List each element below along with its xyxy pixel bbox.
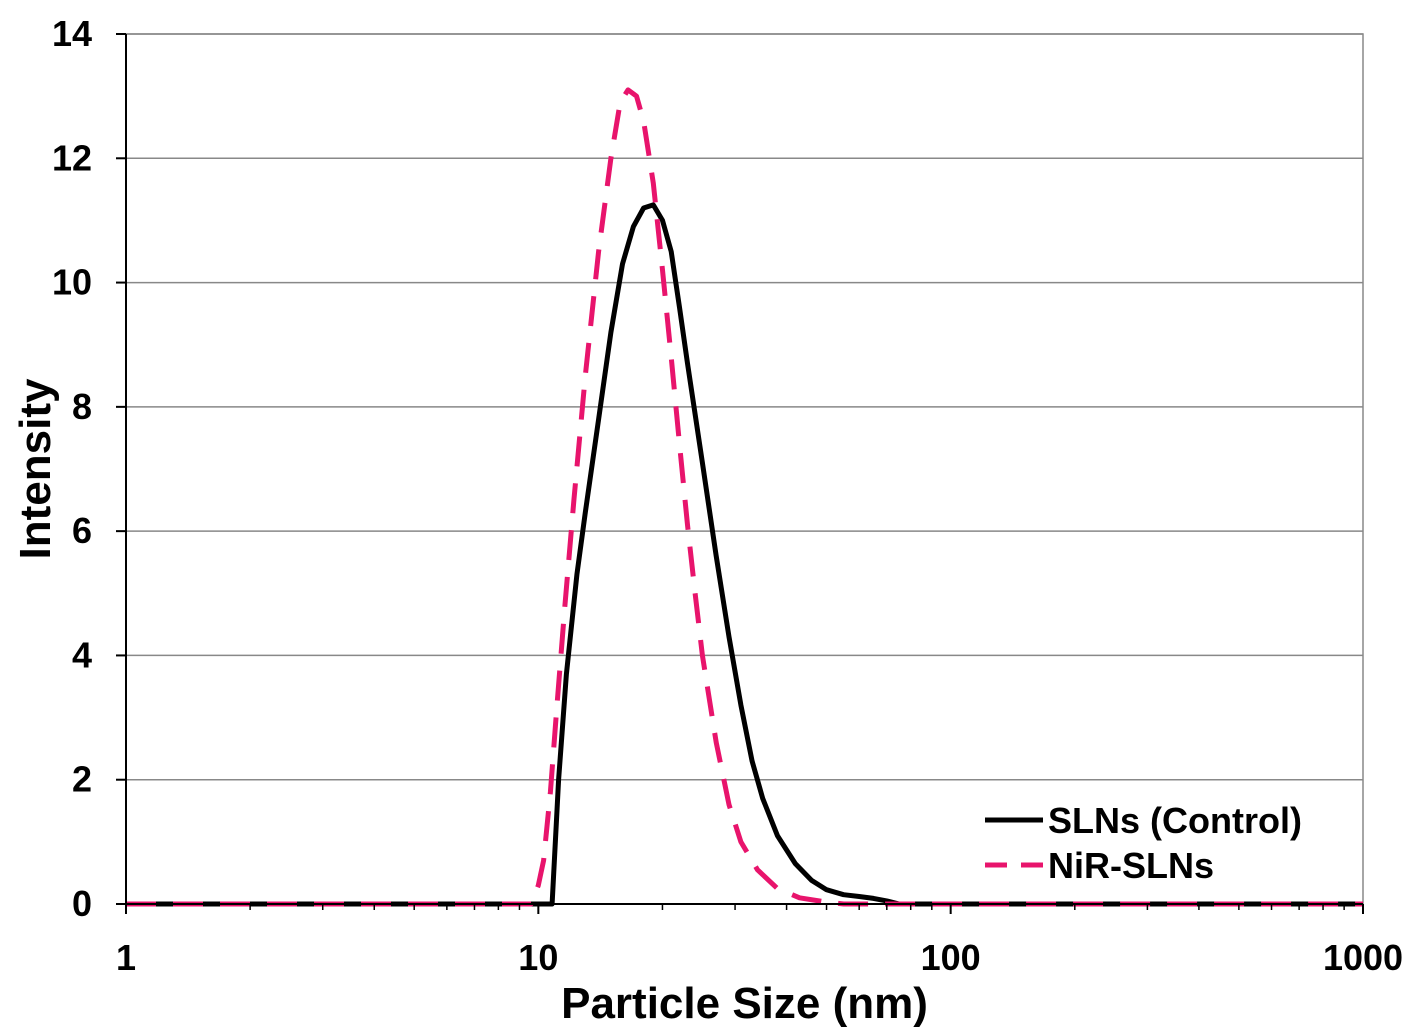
tick-labels: 0 2 4 6 8 10 12 14 1 10 100 1000 xyxy=(52,13,1403,978)
y-tick-label: 14 xyxy=(52,13,92,54)
y-tick-label: 0 xyxy=(72,883,92,924)
y-tick-label: 8 xyxy=(72,386,92,427)
y-tick-label: 2 xyxy=(72,759,92,800)
series-line-nir-slns xyxy=(126,87,1363,907)
y-tick-label: 4 xyxy=(72,634,92,675)
legend-label: NiR-SLNs xyxy=(1048,845,1214,886)
y-axis-title: Intensity xyxy=(11,378,60,559)
x-axis-title: Particle Size (nm) xyxy=(561,979,928,1028)
y-tick-label: 6 xyxy=(72,510,92,551)
x-tick-label: 10 xyxy=(518,937,558,978)
legend-label: SLNs (Control) xyxy=(1048,800,1302,841)
legend: SLNs (Control)NiR-SLNs xyxy=(985,800,1302,886)
y-tick-label: 10 xyxy=(52,262,92,303)
y-tick-label: 12 xyxy=(52,137,92,178)
series-line-slns-control xyxy=(126,202,1363,907)
x-tick-label: 1000 xyxy=(1323,937,1403,978)
x-tick-label: 100 xyxy=(921,937,981,978)
x-tick-label: 1 xyxy=(116,937,136,978)
series-lines xyxy=(126,87,1363,907)
axes xyxy=(116,33,1364,914)
